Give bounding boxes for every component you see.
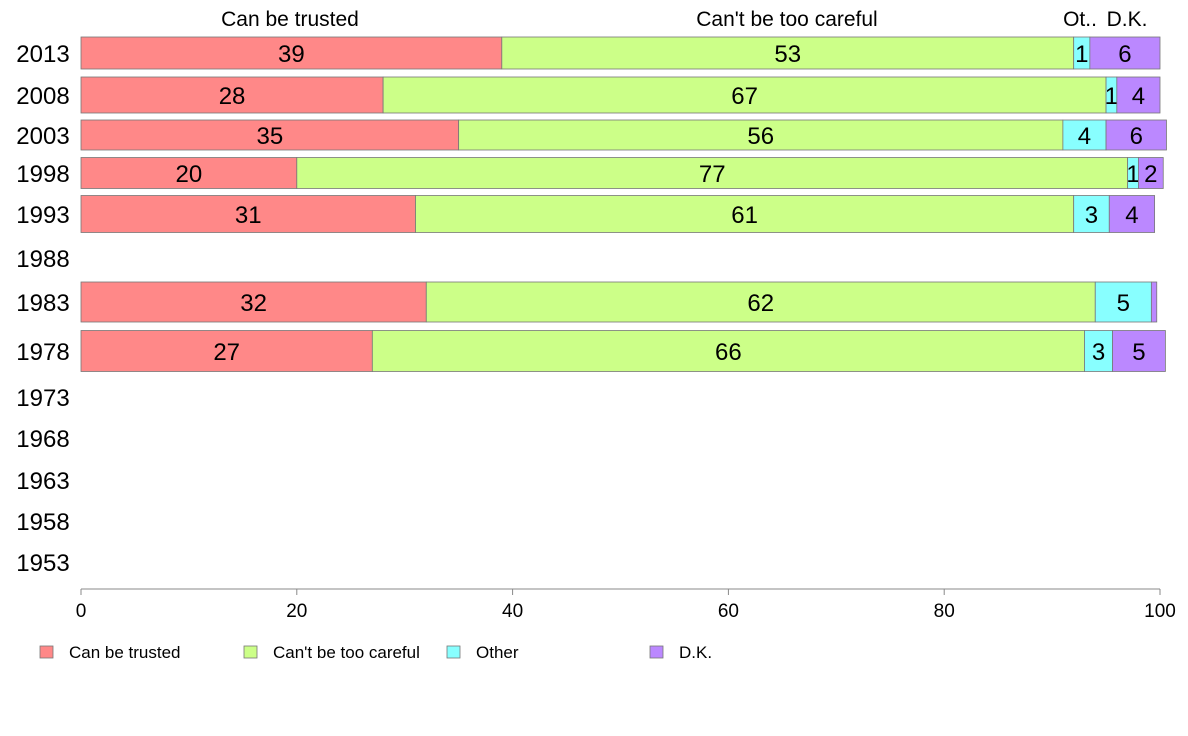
y-tick-label: 1983 — [16, 290, 69, 317]
x-tick-label: 60 — [718, 601, 739, 622]
data-label: 5 — [1117, 290, 1130, 317]
y-tick-label: 1973 — [16, 385, 69, 412]
data-label: 27 — [213, 339, 240, 366]
data-label: 56 — [747, 123, 774, 150]
bar-segment — [425, 281, 1096, 323]
data-label: 1 — [1126, 161, 1139, 188]
data-label: 20 — [176, 161, 203, 188]
data-label: 66 — [715, 339, 742, 366]
data-label: 2 — [1144, 161, 1157, 188]
y-tick-label: 1998 — [16, 161, 69, 188]
y-tick-label: 2003 — [16, 123, 69, 150]
data-label: 31 — [235, 202, 262, 229]
legend-swatch — [446, 645, 461, 659]
data-label: 39 — [278, 41, 305, 68]
bar-segment — [1105, 119, 1167, 151]
data-label: 3 — [1092, 339, 1105, 366]
y-tick-label: 1978 — [16, 339, 69, 366]
y-tick-label: 2008 — [16, 83, 69, 110]
legend-label: Other — [476, 643, 519, 662]
y-tick-label: 1953 — [16, 550, 69, 577]
bar-segment — [80, 76, 384, 114]
bar-segment — [80, 330, 373, 372]
bar-segment — [80, 119, 460, 151]
data-label: 28 — [219, 83, 246, 110]
data-label: 1 — [1105, 83, 1118, 110]
x-tick-label: 20 — [286, 601, 307, 622]
y-tick-label: 1963 — [16, 468, 69, 495]
data-label: 1 — [1075, 41, 1088, 68]
column-header: Can be trusted — [221, 8, 359, 31]
x-tick-label: 0 — [76, 601, 87, 622]
data-label: 61 — [731, 202, 758, 229]
data-label: 67 — [731, 83, 758, 110]
data-label: 32 — [240, 290, 267, 317]
y-tick-label: 2013 — [16, 41, 69, 68]
y-tick-label: 1993 — [16, 202, 69, 229]
legend-label: Can't be too careful — [273, 643, 420, 662]
x-tick-label: 80 — [934, 601, 955, 622]
bar-segment — [1094, 281, 1152, 323]
y-tick-label: 1988 — [16, 246, 69, 273]
data-label: 77 — [699, 161, 726, 188]
data-label: 5 — [1132, 339, 1145, 366]
column-header: Ot.. — [1063, 8, 1097, 31]
bar-segment — [1089, 36, 1161, 70]
column-header: Can't be too careful — [696, 8, 877, 31]
bar-segment — [80, 36, 503, 70]
data-label: 6 — [1130, 123, 1143, 150]
bar-segment — [382, 76, 1107, 114]
bar-segment — [1073, 195, 1110, 233]
data-label: 6 — [1118, 41, 1131, 68]
data-label: 35 — [256, 123, 283, 150]
legend-swatch — [39, 645, 54, 659]
legend-label: Can be trusted — [69, 643, 181, 662]
bar-segment — [1138, 157, 1164, 189]
bar-segment — [296, 157, 1129, 189]
data-label: 53 — [774, 41, 801, 68]
bar-segment — [1084, 330, 1113, 372]
data-label: 4 — [1078, 123, 1091, 150]
y-tick-label: 1968 — [16, 426, 69, 453]
bar-segment — [80, 157, 298, 189]
bar-segment — [1108, 195, 1156, 233]
data-label: 62 — [747, 290, 774, 317]
data-label: 3 — [1085, 202, 1098, 229]
x-tick-label: 100 — [1144, 601, 1176, 622]
legend-swatch — [649, 645, 664, 659]
bar-segment — [1062, 119, 1107, 151]
x-tick-label: 40 — [502, 601, 523, 622]
bar-segment — [1150, 281, 1158, 323]
legend-swatch — [243, 645, 258, 659]
bar-segment — [80, 195, 416, 233]
bar-segment — [415, 195, 1075, 233]
bar-segment — [1112, 330, 1166, 372]
y-tick-label: 1958 — [16, 509, 69, 536]
bar-segment — [1116, 76, 1161, 114]
bar-segment — [371, 330, 1085, 372]
data-label: 4 — [1125, 202, 1138, 229]
column-header: D.K. — [1107, 8, 1148, 31]
bar-segment — [501, 36, 1075, 70]
bar-segment — [458, 119, 1064, 151]
legend-label: D.K. — [679, 643, 712, 662]
data-label: 4 — [1132, 83, 1145, 110]
